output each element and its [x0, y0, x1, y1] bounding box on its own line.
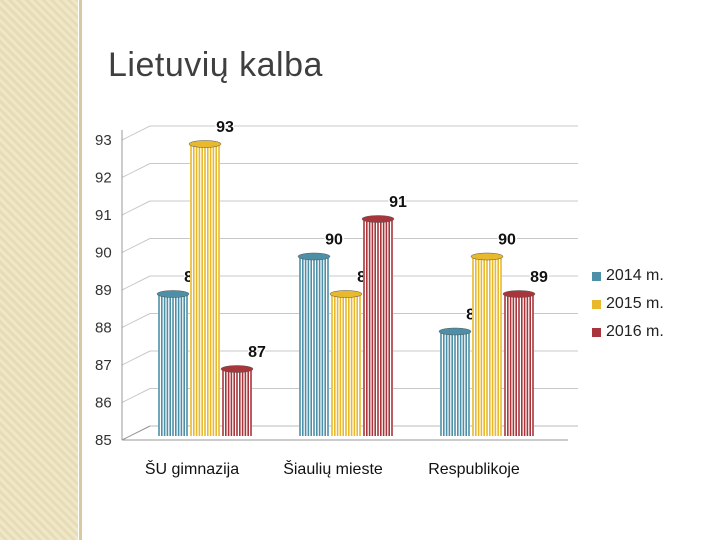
bar — [188, 140, 222, 436]
bar — [502, 290, 536, 436]
gridline-joint — [121, 388, 151, 403]
page-title: Lietuvių kalba — [108, 46, 323, 84]
floor-edge — [121, 425, 151, 441]
y-tick-label: 86 — [95, 395, 112, 412]
bar — [329, 290, 363, 436]
y-tick-label: 91 — [95, 207, 112, 224]
bar — [470, 252, 504, 436]
legend-swatch-2016 — [592, 327, 601, 337]
y-tick-label: 85 — [95, 432, 112, 449]
gridline-joint — [121, 275, 151, 291]
bar — [297, 252, 331, 436]
legend-item-2015: 2015 m. — [592, 290, 664, 318]
category-label: Šiaulių mieste — [283, 459, 383, 478]
legend-swatch-2015 — [592, 299, 601, 309]
legend: 2014 m. 2015 m. 2016 m. — [592, 262, 664, 346]
gridline-joint — [121, 125, 151, 141]
gridline-joint — [121, 163, 151, 178]
gridline-joint — [121, 200, 151, 216]
y-tick-label: 88 — [95, 320, 112, 337]
bar — [156, 290, 190, 436]
category-label: ŠU gimnazija — [145, 459, 239, 478]
gridline-joint — [121, 238, 151, 253]
bar — [220, 365, 254, 436]
data-label: 90 — [498, 232, 516, 249]
y-tick-label: 87 — [95, 357, 112, 374]
y-tick-label: 93 — [95, 132, 112, 149]
y-tick-label: 90 — [95, 245, 112, 262]
legend-swatch-2014 — [592, 271, 601, 281]
gridline-joint — [121, 350, 151, 366]
legend-label-2015: 2015 m. — [606, 295, 664, 312]
gridline-joint — [121, 313, 151, 328]
data-label: 89 — [530, 269, 548, 286]
bar — [438, 327, 472, 436]
decorative-band — [0, 0, 78, 540]
legend-label-2016: 2016 m. — [606, 323, 664, 340]
y-tick-label: 92 — [95, 170, 112, 187]
legend-item-2014: 2014 m. — [592, 262, 664, 290]
data-label: 93 — [216, 119, 234, 136]
bar — [361, 215, 395, 436]
data-label: 90 — [325, 232, 343, 249]
legend-label-2014: 2014 m. — [606, 267, 664, 284]
legend-item-2016: 2016 m. — [592, 318, 664, 346]
data-label: 91 — [389, 194, 407, 211]
y-tick-label: 89 — [95, 282, 112, 299]
decorative-line — [79, 0, 82, 540]
data-label: 87 — [248, 344, 266, 361]
category-label: Respublikoje — [428, 461, 520, 478]
